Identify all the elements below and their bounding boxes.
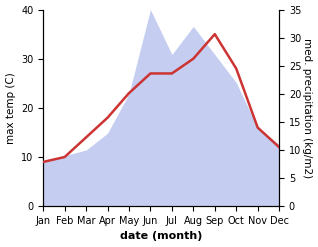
Y-axis label: max temp (C): max temp (C) [5,72,16,144]
X-axis label: date (month): date (month) [120,231,202,242]
Y-axis label: med. precipitation (kg/m2): med. precipitation (kg/m2) [302,38,313,178]
